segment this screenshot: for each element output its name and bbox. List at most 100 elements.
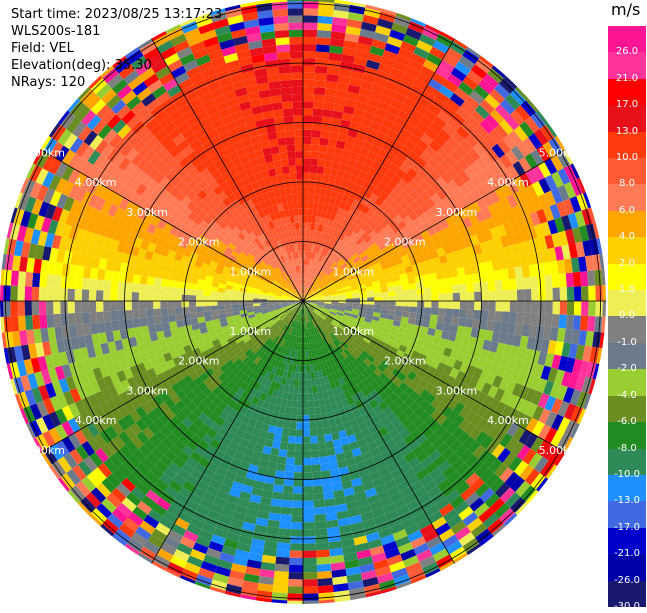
velocity-gate — [303, 479, 313, 486]
velocity-gate — [111, 320, 119, 331]
velocity-gate — [46, 314, 54, 328]
velocity-gate — [285, 464, 294, 472]
velocity-gate — [360, 298, 367, 301]
velocity-gate — [307, 215, 312, 222]
velocity-gate — [552, 314, 560, 328]
velocity-gate — [310, 436, 318, 444]
velocity-gate — [153, 293, 160, 301]
velocity-gate — [573, 315, 581, 330]
velocity-gate — [291, 515, 303, 522]
velocity-gate — [303, 137, 312, 144]
velocity-gate — [3, 285, 11, 301]
velocity-gate — [39, 301, 46, 315]
velocity-gate — [319, 138, 328, 146]
velocity-gate — [587, 270, 595, 286]
velocity-gate — [146, 301, 153, 309]
velocity-gate — [89, 312, 97, 324]
velocity-gate — [438, 294, 445, 301]
velocity-gate — [291, 522, 303, 529]
velocity-gate — [303, 415, 309, 422]
velocity-gate — [125, 282, 133, 292]
velocity-gate — [273, 578, 288, 586]
velocity-gate — [288, 572, 303, 580]
velocity-gate — [203, 296, 210, 301]
velocity-gate — [300, 358, 303, 365]
velocity-gate — [75, 313, 83, 325]
velocity-gate — [315, 73, 327, 81]
velocity-gate — [488, 301, 495, 311]
velocity-gate — [125, 310, 133, 320]
velocity-gate — [516, 312, 524, 324]
velocity-gate — [189, 301, 196, 307]
velocity-gate — [402, 311, 410, 317]
velocity-gate — [325, 513, 337, 522]
velocity-gate — [316, 166, 324, 174]
velocity-gate — [167, 301, 174, 308]
velocity-gate — [311, 457, 320, 465]
velocity-gate — [316, 550, 330, 558]
velocity-gate — [318, 442, 327, 450]
velocity-gate — [39, 273, 47, 287]
velocity-gate — [189, 312, 197, 319]
velocity-gate — [567, 287, 575, 301]
velocity-gate — [294, 472, 303, 479]
velocity-gate — [282, 428, 290, 436]
velocity-gate — [300, 351, 303, 358]
velocity-gate — [298, 394, 303, 401]
velocity-gate — [316, 421, 323, 429]
velocity-gate — [39, 287, 46, 301]
velocity-gate — [167, 294, 174, 301]
velocity-gate — [573, 272, 581, 287]
velocity-gate — [500, 269, 508, 280]
velocity-gate — [168, 308, 176, 315]
velocity-gate — [281, 435, 289, 443]
velocity-gate — [309, 422, 316, 430]
velocity-gate — [325, 153, 334, 161]
velocity-gate — [293, 486, 303, 493]
velocity-gate — [303, 30, 317, 38]
velocity-gate — [303, 158, 310, 165]
velocity-gate — [117, 291, 124, 301]
velocity-gate — [594, 270, 602, 286]
velocity-gate — [574, 286, 582, 301]
velocity-gate — [313, 500, 324, 508]
velocity-gate — [298, 387, 303, 394]
velocity-gate — [458, 275, 466, 284]
velocity-gate — [303, 151, 311, 158]
velocity-gate — [594, 316, 602, 332]
velocity-gate — [82, 312, 90, 324]
velocity-gate — [326, 146, 335, 154]
velocity-gate — [18, 271, 26, 286]
velocity-gate — [140, 317, 148, 326]
velocity-gate — [417, 295, 424, 301]
velocity-gate — [381, 301, 388, 305]
velocity-gate — [510, 301, 517, 312]
velocity-gate — [312, 479, 322, 487]
velocity-gate — [283, 421, 290, 429]
velocity-gate — [162, 271, 170, 279]
velocity-gate — [303, 144, 311, 151]
velocity-gate — [32, 287, 40, 301]
velocity-gate — [467, 292, 474, 301]
velocity-gate — [210, 305, 217, 310]
velocity-gate — [303, 451, 311, 458]
velocity-gate — [295, 451, 303, 458]
velocity-gate — [225, 293, 232, 297]
velocity-gate — [459, 309, 467, 318]
velocity-gate — [451, 317, 459, 326]
velocity-gate — [307, 208, 312, 215]
velocity-gate — [303, 444, 311, 451]
velocity-gate — [174, 294, 181, 301]
velocity-gate — [552, 274, 560, 288]
velocity-gate — [271, 599, 287, 607]
velocity-gate — [303, 123, 312, 130]
velocity-gate — [314, 87, 326, 95]
velocity-gate — [111, 271, 119, 282]
velocity-gate — [388, 291, 395, 296]
velocity-gate — [295, 444, 303, 451]
velocity-gate — [140, 275, 148, 284]
velocity-gate — [217, 297, 224, 301]
velocity-gate — [587, 316, 595, 332]
velocity-gate — [39, 314, 47, 328]
velocity-gate — [46, 288, 53, 301]
